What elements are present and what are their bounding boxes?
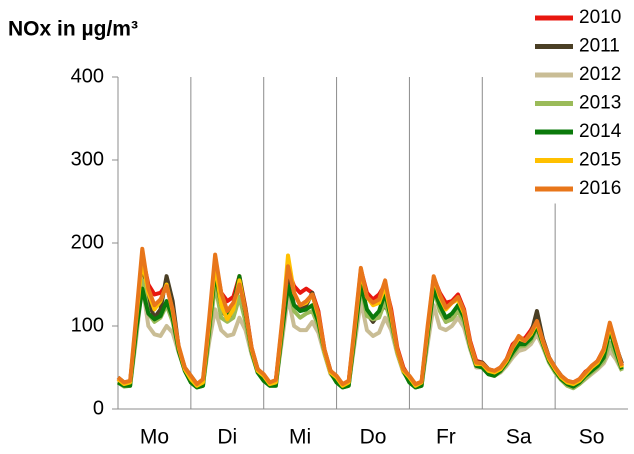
series-line bbox=[116, 257, 624, 387]
chart-title: NOx in µg/m³ bbox=[8, 18, 138, 41]
x-tick-label: Sa bbox=[506, 426, 532, 449]
x-tick-label: Di bbox=[217, 426, 237, 449]
legend-label: 2013 bbox=[579, 93, 621, 114]
legend-label: 2015 bbox=[579, 150, 621, 171]
legend-label: 2010 bbox=[579, 7, 621, 28]
x-tick-label: Do bbox=[360, 426, 387, 449]
legend-label: 2012 bbox=[579, 64, 621, 85]
legend-label: 2011 bbox=[579, 36, 620, 57]
legend-label: 2016 bbox=[579, 178, 621, 199]
series-line bbox=[117, 270, 624, 390]
x-tick-label: Fr bbox=[436, 426, 456, 449]
y-tick-label: 200 bbox=[71, 231, 104, 253]
y-tick-label: 0 bbox=[93, 397, 104, 419]
y-tick-label: 300 bbox=[71, 148, 104, 170]
y-tick-label: 400 bbox=[71, 65, 104, 87]
x-tick-label: Mo bbox=[140, 426, 169, 449]
series-line bbox=[116, 246, 624, 387]
legend-label: 2014 bbox=[579, 121, 622, 142]
x-tick-label: So bbox=[579, 426, 605, 449]
x-tick-label: Mi bbox=[289, 426, 311, 449]
y-tick-label: 100 bbox=[71, 314, 104, 336]
